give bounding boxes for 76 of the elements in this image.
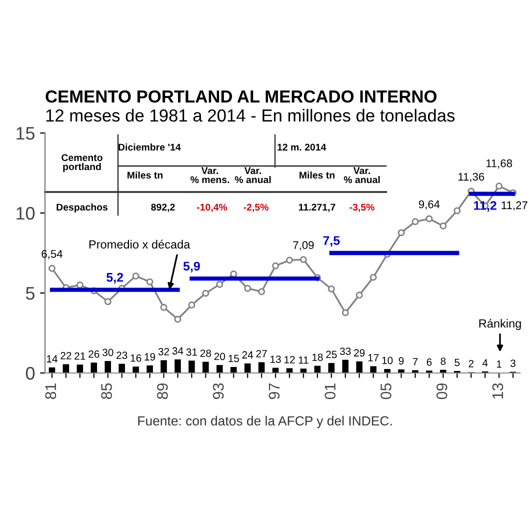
data-label: 9 — [398, 357, 404, 365]
data-label: 28 — [200, 350, 212, 357]
y-tick-label: 10 — [16, 206, 35, 220]
data-label: 33 — [340, 348, 351, 355]
x-tick-label: 89 — [157, 383, 168, 400]
data-label: 7,5 — [323, 236, 340, 247]
data-label: 26 — [88, 350, 100, 358]
annotation: Ránking — [479, 318, 521, 330]
source-note: Fuente: con datos de la AFCP y del INDEC. — [138, 416, 392, 428]
chart-title: CEMENTO PORTLAND AL MERCADO INTERNO — [46, 90, 437, 103]
annotation: -2,5% — [244, 204, 268, 212]
data-label: 12 — [284, 356, 295, 364]
data-label: 7,09 — [293, 241, 314, 250]
data-label: 25 — [326, 350, 337, 358]
annotation: Cemento portland — [62, 154, 102, 172]
data-label: 6,54 — [42, 250, 62, 260]
data-label: 11,2 — [474, 201, 496, 212]
annotation: Miles tn — [300, 171, 334, 179]
data-label: 15 — [228, 354, 239, 362]
data-label: 32 — [158, 348, 170, 356]
annotation: -3,5% — [350, 204, 374, 212]
data-label: 5 — [454, 358, 460, 366]
data-label: 5,2 — [106, 272, 124, 284]
data-label: 34 — [172, 347, 184, 355]
data-label: 17 — [368, 354, 379, 362]
annotation: Miles tn — [128, 171, 162, 179]
annotation: Despachos — [56, 203, 108, 213]
data-label: 30 — [102, 348, 114, 356]
data-label: 11 — [298, 356, 308, 364]
data-label: 20 — [214, 352, 226, 360]
data-label: 11,27 — [502, 201, 528, 210]
data-label: 2 — [468, 360, 474, 368]
x-tick-label: 81 — [45, 383, 56, 400]
x-tick-label: 97 — [268, 383, 280, 399]
annotation: Var. % mens. — [190, 167, 230, 184]
annotation: Diciembre '14 — [118, 143, 181, 151]
data-label: 29 — [354, 349, 365, 357]
data-label: 19 — [144, 353, 156, 361]
x-tick-label: 05 — [380, 383, 392, 400]
chart-subtitle: 12 meses de 1981 a 2014 - En millones de toneladas — [46, 108, 455, 122]
data-label: 3 — [510, 360, 516, 367]
data-label: 7 — [412, 358, 418, 366]
data-label: 21 — [74, 352, 86, 360]
annotation: Promedio x década — [89, 240, 190, 249]
data-label: 16 — [130, 354, 142, 362]
data-label: 11,36 — [458, 172, 484, 182]
data-label: 10 — [382, 356, 393, 364]
data-label: 5,9 — [183, 262, 200, 272]
x-tick-label: 85 — [101, 383, 112, 400]
data-label: 31 — [186, 348, 197, 356]
data-label: 8 — [440, 358, 446, 365]
y-tick-label: 5 — [26, 287, 35, 300]
y-tick-label: 0 — [26, 366, 35, 380]
data-label: 1 — [496, 360, 502, 368]
data-label: 4 — [482, 359, 488, 366]
annotation: -10,4% — [196, 204, 228, 212]
x-tick-label: 13 — [492, 383, 504, 399]
x-tick-label: 01 — [324, 383, 336, 400]
annotation: 12 m. 2014 — [278, 144, 326, 151]
annotation: 11.271,7 — [298, 204, 336, 212]
data-label: 24 — [242, 351, 254, 358]
annotation: Var. % anual — [344, 167, 380, 184]
data-label: 23 — [116, 352, 128, 359]
data-label: 18 — [312, 354, 323, 361]
data-label: 6 — [426, 358, 432, 366]
y-tick-label: 15 — [16, 127, 35, 140]
data-label: 9,64 — [418, 200, 440, 210]
annotation: Var. % anual — [234, 167, 271, 184]
data-label: 14 — [46, 355, 58, 362]
x-tick-label: 93 — [212, 383, 224, 399]
data-label: 11,68 — [486, 159, 512, 169]
data-label: 27 — [256, 350, 267, 358]
x-tick-label: 09 — [436, 383, 448, 400]
annotation: 892,2 — [151, 204, 175, 212]
data-label: 22 — [60, 352, 72, 360]
data-label: 13 — [270, 356, 281, 363]
